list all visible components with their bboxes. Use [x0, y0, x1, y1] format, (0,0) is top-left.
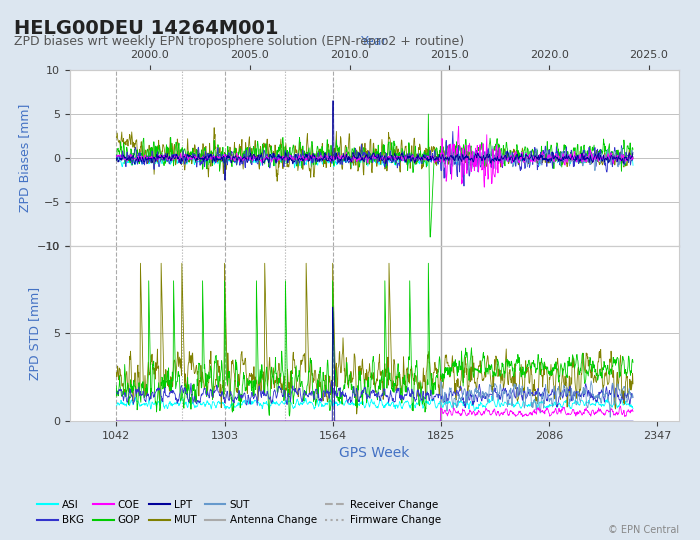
- Y-axis label: ZPD STD [mm]: ZPD STD [mm]: [28, 287, 41, 380]
- Text: © EPN Central: © EPN Central: [608, 524, 679, 535]
- X-axis label: Year: Year: [361, 35, 388, 48]
- Legend: ASI, BKG, COE, GOP, LPT, MUT, SUT, Antenna Change, Receiver Change, Firmware Cha: ASI, BKG, COE, GOP, LPT, MUT, SUT, Anten…: [33, 496, 445, 529]
- X-axis label: GPS Week: GPS Week: [340, 447, 410, 461]
- Y-axis label: ZPD Biases [mm]: ZPD Biases [mm]: [18, 104, 32, 212]
- Text: ZPD biases wrt weekly EPN troposphere solution (EPN-repro2 + routine): ZPD biases wrt weekly EPN troposphere so…: [14, 35, 464, 48]
- Text: HELG00DEU 14264M001: HELG00DEU 14264M001: [14, 19, 279, 38]
